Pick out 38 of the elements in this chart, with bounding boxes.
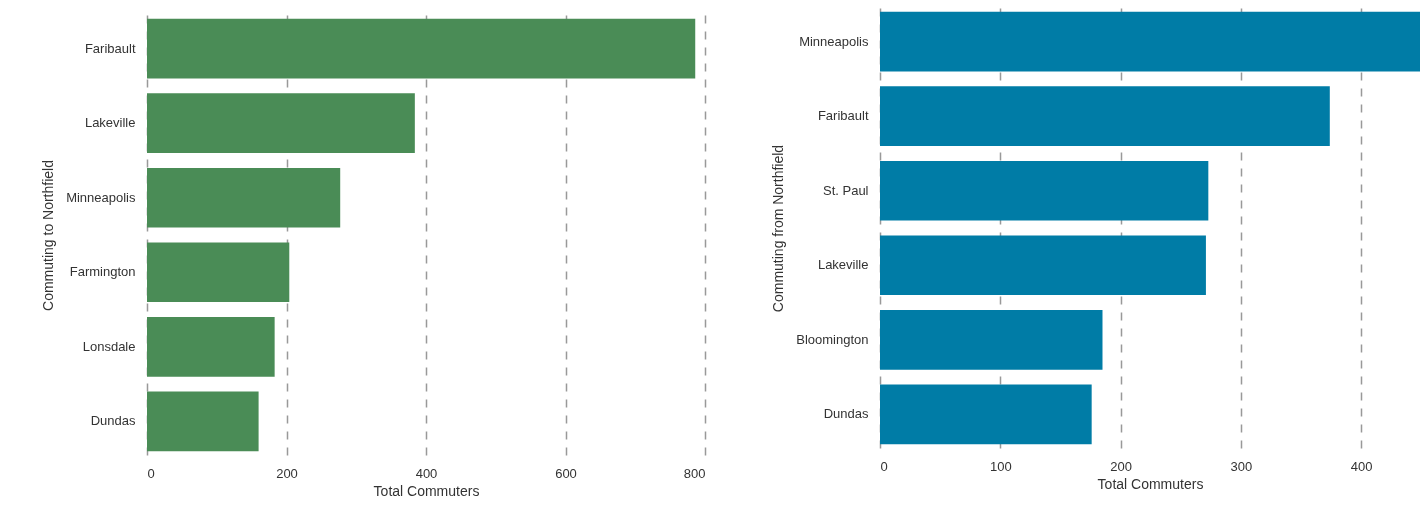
x-tick-label: 300 bbox=[1230, 458, 1253, 474]
bar bbox=[880, 384, 1092, 445]
bar bbox=[147, 391, 259, 452]
y-tick-label: Lakeville bbox=[817, 257, 869, 273]
x-axis-title: Total Commuters bbox=[1097, 475, 1204, 492]
bar bbox=[147, 18, 696, 79]
bar bbox=[880, 235, 1206, 296]
x-tick-label: 0 bbox=[880, 458, 888, 474]
x-tick-label: 200 bbox=[1110, 458, 1132, 474]
x-tick-label: 400 bbox=[415, 465, 438, 481]
y-tick-label: Dundas bbox=[90, 413, 136, 429]
y-tick-label: Minneapolis bbox=[799, 33, 869, 49]
bar bbox=[147, 242, 290, 303]
y-tick-label: Minneapolis bbox=[66, 189, 136, 205]
y-tick-label: Lonsdale bbox=[82, 338, 136, 354]
x-tick-label: 200 bbox=[276, 465, 298, 481]
bar bbox=[147, 317, 275, 377]
x-axis-title: Total Commuters bbox=[373, 482, 480, 499]
bar bbox=[880, 160, 1209, 221]
x-tick-label: 100 bbox=[989, 458, 1012, 474]
bar bbox=[880, 310, 1103, 370]
y-tick-label: St. Paul bbox=[822, 182, 869, 198]
bar bbox=[880, 11, 1420, 72]
x-tick-label: 800 bbox=[683, 465, 706, 481]
x-tick-label: 0 bbox=[147, 465, 155, 481]
bar bbox=[147, 167, 341, 228]
y-tick-label: Faribault bbox=[817, 108, 869, 124]
y-axis-title: Commuting to Northfield bbox=[40, 160, 57, 311]
y-tick-label: Faribault bbox=[84, 40, 136, 56]
y-axis-title: Commuting from Northfield bbox=[770, 144, 787, 313]
bar bbox=[880, 86, 1330, 146]
y-tick-label: Farmington bbox=[69, 264, 136, 280]
y-tick-label: Bloomington bbox=[796, 331, 869, 347]
x-tick-label: 400 bbox=[1350, 458, 1373, 474]
bar bbox=[147, 93, 415, 153]
x-tick-label: 600 bbox=[555, 465, 577, 481]
y-tick-label: Lakeville bbox=[84, 115, 136, 131]
y-tick-label: Dundas bbox=[823, 406, 869, 422]
